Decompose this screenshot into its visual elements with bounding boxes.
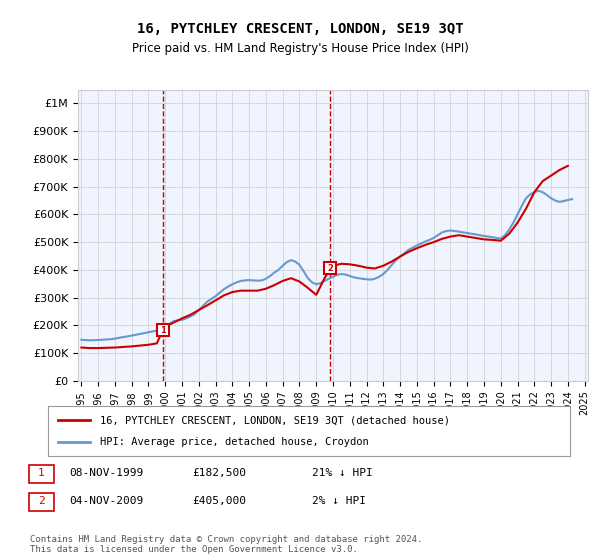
Text: HPI: Average price, detached house, Croydon: HPI: Average price, detached house, Croy… [100, 437, 369, 447]
Text: 2: 2 [328, 264, 334, 273]
Text: 2: 2 [38, 496, 45, 506]
Text: 16, PYTCHLEY CRESCENT, LONDON, SE19 3QT (detached house): 16, PYTCHLEY CRESCENT, LONDON, SE19 3QT … [100, 415, 450, 425]
Text: 2% ↓ HPI: 2% ↓ HPI [312, 496, 366, 506]
Text: 04-NOV-2009: 04-NOV-2009 [69, 496, 143, 506]
Text: £405,000: £405,000 [192, 496, 246, 506]
Text: £182,500: £182,500 [192, 468, 246, 478]
Text: 08-NOV-1999: 08-NOV-1999 [69, 468, 143, 478]
Text: 21% ↓ HPI: 21% ↓ HPI [312, 468, 373, 478]
Text: Contains HM Land Registry data © Crown copyright and database right 2024.
This d: Contains HM Land Registry data © Crown c… [30, 535, 422, 554]
Text: 16, PYTCHLEY CRESCENT, LONDON, SE19 3QT: 16, PYTCHLEY CRESCENT, LONDON, SE19 3QT [137, 22, 463, 36]
Text: 1: 1 [160, 326, 166, 335]
Text: 1: 1 [38, 468, 45, 478]
Text: Price paid vs. HM Land Registry's House Price Index (HPI): Price paid vs. HM Land Registry's House … [131, 42, 469, 55]
